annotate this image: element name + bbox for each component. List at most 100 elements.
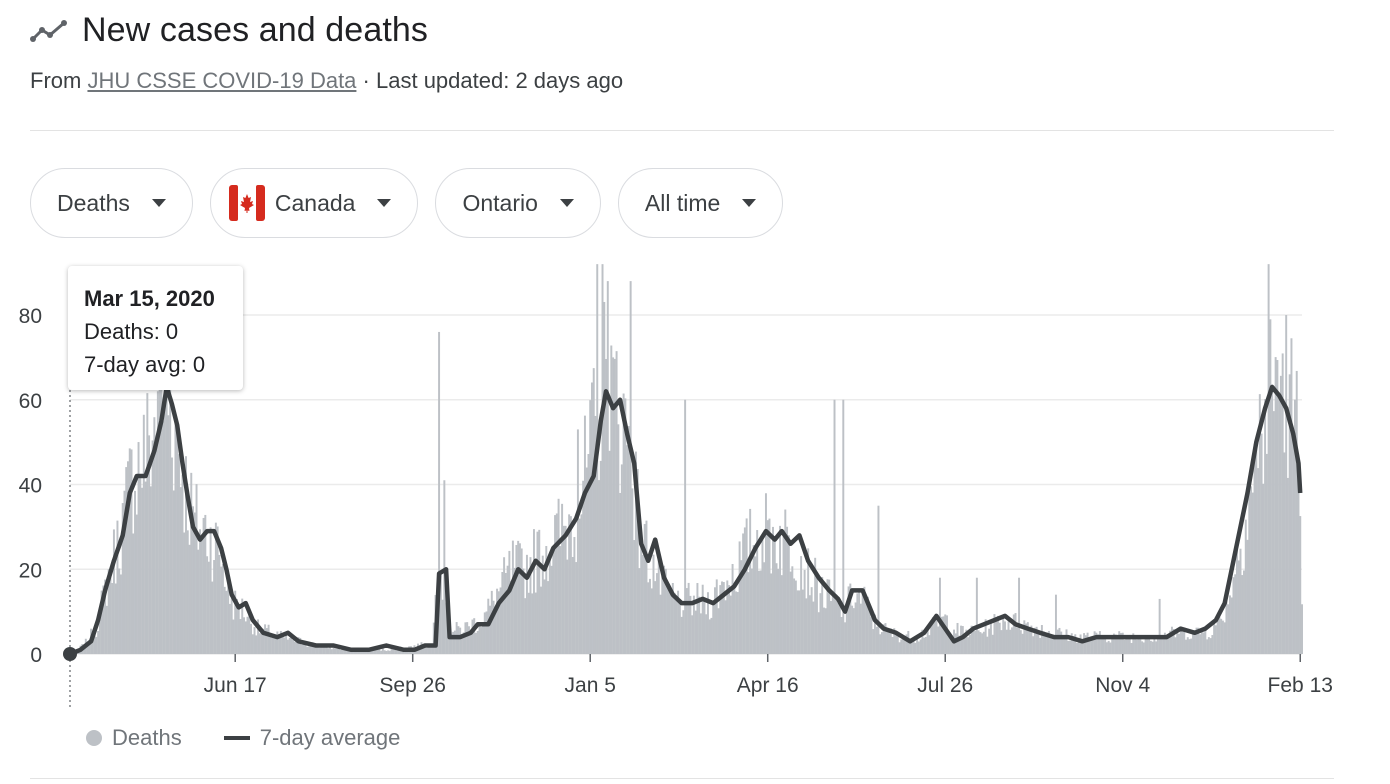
deaths-bar [710, 617, 713, 654]
deaths-bar [121, 503, 124, 654]
deaths-bar [1299, 516, 1302, 654]
deaths-bar [172, 490, 175, 654]
deaths-bar [274, 636, 277, 654]
metric-dropdown[interactable]: Deaths [30, 168, 193, 238]
deaths-bar [1139, 639, 1142, 654]
deaths-bar [452, 631, 455, 654]
deaths-bar [833, 399, 836, 654]
deaths-bar [381, 648, 384, 654]
deaths-bar [125, 467, 128, 654]
deaths-bar [1054, 594, 1057, 654]
deaths-bar [1148, 638, 1151, 654]
deaths-bar [95, 636, 98, 654]
deaths-bar [304, 644, 307, 654]
deaths-bar [97, 630, 100, 654]
deaths-bar [1228, 595, 1231, 654]
deaths-bar [163, 341, 166, 654]
deaths-bar [469, 633, 472, 654]
deaths-bar [302, 644, 305, 654]
deaths-bar [619, 492, 622, 654]
deaths-bar [1230, 597, 1233, 654]
deaths-bar [942, 616, 945, 654]
deaths-bar [1216, 616, 1219, 654]
deaths-bar [104, 579, 107, 654]
deaths-bar [687, 582, 690, 654]
deaths-bar [916, 639, 919, 654]
deaths-bar [889, 628, 892, 654]
deaths-bar [346, 648, 349, 654]
deaths-bar [306, 646, 309, 654]
deaths-bar [1225, 590, 1228, 654]
deaths-bar [958, 635, 961, 654]
country-dropdown[interactable]: Canada [209, 168, 419, 238]
deaths-bar [780, 575, 783, 654]
x-tick-label: Feb 13 [1268, 674, 1333, 697]
deaths-bar [246, 616, 249, 654]
deaths-bar [141, 487, 144, 654]
deaths-bar [661, 575, 664, 654]
deaths-bar [1035, 626, 1038, 654]
deaths-bar [1000, 630, 1003, 654]
deaths-bar [575, 562, 578, 654]
deaths-bar [954, 633, 957, 654]
deaths-bar [677, 590, 680, 654]
deaths-bar [800, 556, 803, 654]
deaths-bar [847, 586, 850, 654]
deaths-bar [207, 561, 210, 654]
y-tick-label: 0 [30, 644, 42, 667]
deaths-bar [541, 555, 544, 654]
deaths-bar [1070, 633, 1073, 654]
deaths-bar [316, 646, 319, 654]
deaths-bar [671, 582, 674, 654]
deaths-bar [1011, 627, 1013, 654]
average-legend-marker [223, 736, 250, 740]
deaths-bar [244, 621, 247, 654]
deaths-bar [921, 629, 924, 654]
deaths-bar [961, 626, 964, 654]
chart-legend: Deaths 7-day average [86, 725, 400, 751]
divider [30, 778, 1334, 779]
deaths-bar [694, 610, 697, 654]
deaths-bar [186, 530, 189, 654]
deaths-bar [308, 646, 310, 654]
y-tick-label: 40 [19, 475, 42, 498]
deaths-bar [587, 454, 590, 654]
deaths-bar [763, 562, 766, 654]
deaths-bar [914, 642, 917, 654]
deaths-chart[interactable]: 0 20 40 60 80 Jun 17 Sep 26 Jan 5 Apr 16 Jul 26 No… [0, 250, 1390, 720]
deaths-bar [1253, 444, 1256, 654]
deaths-bar [1220, 618, 1223, 654]
deaths-bar [1111, 637, 1114, 654]
deaths-bar [1271, 384, 1274, 654]
deaths-bar [158, 350, 161, 654]
deaths-bar [840, 616, 843, 654]
deaths-bar [348, 649, 351, 654]
deaths-bar [786, 526, 789, 654]
deaths-bar [385, 650, 388, 654]
deaths-bar [1065, 629, 1068, 654]
deaths-bar [636, 468, 639, 654]
deaths-bar [703, 601, 706, 654]
deaths-bar [105, 605, 108, 654]
deaths-bar [527, 592, 530, 654]
deaths-bar [1018, 577, 1021, 654]
deaths-bar [1067, 640, 1070, 654]
deaths-bar [963, 634, 966, 654]
deaths-bar [169, 388, 172, 654]
deaths-bar [176, 432, 179, 654]
deaths-bar [967, 637, 970, 654]
deaths-bar [770, 573, 773, 654]
deaths-bar [494, 613, 497, 654]
deaths-bar [555, 513, 558, 654]
source-link[interactable]: JHU CSSE COVID-19 Data [87, 68, 357, 93]
deaths-bar [657, 550, 660, 654]
deaths-bar [1155, 641, 1158, 654]
deaths-bar [719, 585, 722, 654]
deaths-bar [794, 580, 797, 654]
deaths-bar [738, 541, 741, 654]
deaths-bar [1179, 626, 1182, 654]
deaths-bar [573, 537, 576, 654]
deaths-bar [510, 580, 513, 654]
region-dropdown[interactable]: Ontario [435, 168, 601, 238]
time-range-dropdown[interactable]: All time [617, 168, 784, 238]
